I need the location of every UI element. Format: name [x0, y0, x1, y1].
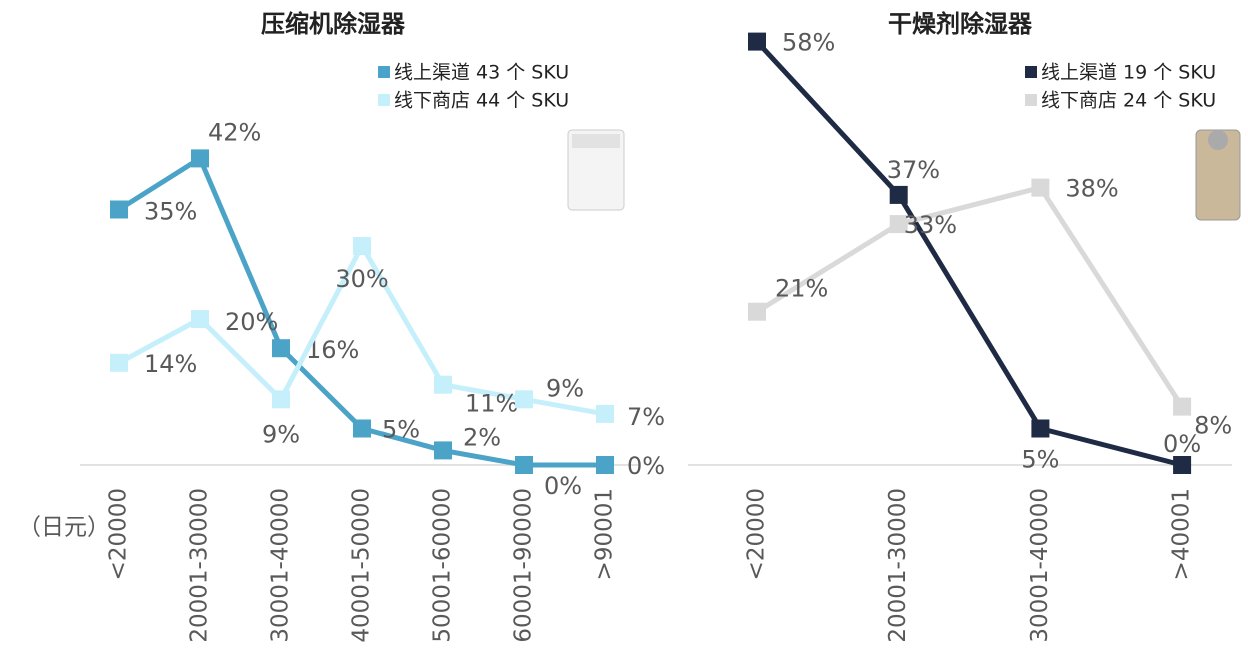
x-tick-label: 20001-30000 — [885, 488, 911, 643]
data-label: 38% — [1065, 175, 1118, 203]
marker — [748, 32, 766, 51]
x-tick-label: 50001-60000 — [430, 488, 456, 643]
legend-label: 线下商店 44 个 SKU — [394, 90, 569, 112]
data-label: 11% — [465, 390, 518, 418]
x-tick-label: >90001 — [592, 488, 618, 580]
legend-label: 线上渠道 43 个 SKU — [394, 62, 569, 84]
data-label: 9% — [546, 374, 584, 402]
data-label: 8% — [1194, 412, 1232, 440]
marker — [434, 375, 452, 394]
marker — [515, 390, 533, 409]
series-line — [755, 39, 1183, 468]
marker — [272, 390, 290, 409]
legend-label: 线上渠道 19 个 SKU — [1041, 62, 1216, 84]
x-tick-label: 40001-50000 — [349, 488, 375, 643]
data-label: 0% — [627, 452, 665, 480]
marker — [515, 456, 533, 474]
marker — [1173, 397, 1192, 416]
marker — [110, 353, 128, 372]
x-tick-label: 30001-40000 — [1027, 488, 1053, 643]
legend-swatch — [378, 94, 390, 106]
legend-label: 线下商店 24 个 SKU — [1041, 90, 1216, 112]
x-tick-label: 30001-40000 — [268, 488, 294, 643]
marker — [191, 149, 209, 168]
marker — [434, 441, 452, 460]
chart-title: 干燥剂除湿器 — [888, 10, 1033, 38]
marker — [191, 310, 209, 328]
x-tick-label: 20001-30000 — [187, 488, 213, 643]
marker — [1031, 178, 1050, 197]
data-label: 0% — [1163, 430, 1201, 458]
data-label: 5% — [382, 416, 420, 444]
data-label: 58% — [782, 29, 835, 57]
data-label: 42% — [208, 118, 261, 146]
product-image — [567, 129, 1241, 221]
marker — [1031, 419, 1050, 438]
data-label: 21% — [775, 275, 828, 303]
data-label: 5% — [1021, 446, 1059, 474]
data-label: 2% — [463, 423, 501, 451]
marker — [596, 404, 614, 423]
x-tick-label: <20000 — [744, 488, 770, 580]
marker — [596, 456, 614, 474]
x-axis-label: （日元） — [18, 515, 110, 541]
data-label: 35% — [144, 198, 197, 226]
data-label: 9% — [262, 420, 300, 448]
marker — [748, 302, 766, 321]
marker — [272, 339, 290, 358]
legend-swatch — [378, 66, 390, 78]
data-label: 33% — [904, 211, 957, 239]
marker — [889, 185, 908, 204]
marker — [889, 215, 908, 234]
marker — [353, 237, 371, 255]
x-tick-label: >40001 — [1169, 488, 1195, 580]
series-line — [755, 184, 1185, 408]
data-label: 7% — [627, 403, 665, 431]
data-label: 14% — [144, 350, 197, 378]
legend-swatch — [1025, 66, 1037, 78]
marker — [353, 419, 371, 438]
chart-title: 压缩机除湿器 — [261, 10, 406, 38]
marker — [110, 200, 128, 219]
x-tick-label: 60001-90000 — [511, 488, 537, 643]
x-tick-label: <20000 — [106, 488, 132, 580]
data-label: 30% — [335, 265, 388, 293]
marker — [1173, 456, 1192, 474]
data-label: 37% — [887, 156, 940, 184]
data-label: 16% — [306, 336, 359, 364]
legend-swatch — [1025, 94, 1037, 106]
data-label: 20% — [225, 308, 278, 336]
data-label: 0% — [544, 472, 582, 500]
